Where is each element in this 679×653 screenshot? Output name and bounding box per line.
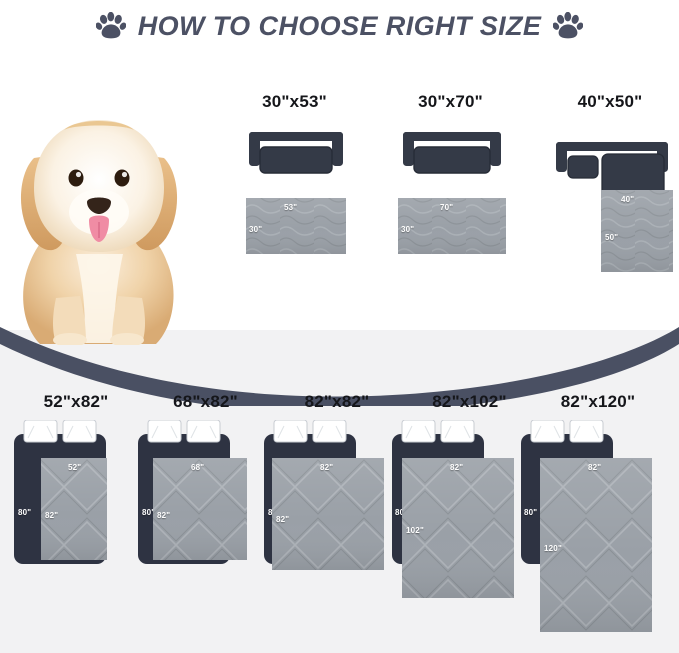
size-card-label: 30"x70" <box>418 92 483 111</box>
pillow <box>186 420 221 443</box>
size-card-label: 82"x82" <box>304 392 370 411</box>
mat-height-dimension: 82" <box>157 511 171 520</box>
bed-height-dimension: 80" <box>524 508 538 517</box>
pillow <box>273 420 308 443</box>
size-card-68x82[interactable]: 68"x82" 60" 80" 68" 82" <box>133 392 278 592</box>
size-card-82x102[interactable]: 82"x102" 60" 80" 82" 102" <box>392 392 547 622</box>
paw-print-icon-left <box>95 11 126 40</box>
sofa-icon <box>249 132 343 174</box>
pillow <box>62 420 97 443</box>
size-card-label: 52"x82" <box>43 392 109 411</box>
mat-height-dimension: 102" <box>406 526 424 535</box>
size-card-label: 82"x120" <box>560 392 636 411</box>
pillow <box>401 420 436 443</box>
sofa-icon <box>556 142 668 197</box>
mat-82x102 <box>402 458 514 598</box>
mat-height-dimension: 120" <box>544 544 562 553</box>
size-card-30x70[interactable]: 30"x70" 70" 30" <box>388 92 513 267</box>
mat-width-dimension: 52" <box>68 463 82 472</box>
mat-width-dimension: 82" <box>320 463 334 472</box>
mat-height-dimension: 50" <box>605 233 619 242</box>
pillow <box>147 420 182 443</box>
mat-width-dimension: 68" <box>191 463 205 472</box>
mat-82x120 <box>540 458 652 632</box>
size-card-40x50[interactable]: 40"x50" 40" 50" <box>545 92 675 277</box>
size-card-label: 68"x82" <box>173 392 238 411</box>
mat-height-dimension: 82" <box>45 511 59 520</box>
mat-width-dimension: 82" <box>450 463 464 472</box>
size-card-label: 30"x53" <box>262 92 327 111</box>
size-card-label: 82"x102" <box>432 392 507 411</box>
size-card-30x53[interactable]: 30"x53" 53" 30" <box>232 92 357 267</box>
mat-width-dimension: 53" <box>284 203 298 212</box>
pillow <box>569 420 604 443</box>
mat-40x50 <box>601 190 673 272</box>
bed-height-dimension: 80" <box>18 508 32 517</box>
bed-height-dimension: 80" <box>142 508 156 517</box>
pillow <box>530 420 565 443</box>
mat-82x82 <box>272 458 384 570</box>
mat-52x82 <box>41 458 107 560</box>
page-title: HOW TO CHOOSE RIGHT SIZE <box>137 10 542 41</box>
mat-height-dimension: 30" <box>249 225 263 234</box>
size-card-82x82[interactable]: 82"x82" 60" 80" 82" 82" <box>262 392 412 602</box>
mat-width-dimension: 82" <box>588 463 602 472</box>
size-card-label: 40"x50" <box>577 92 643 111</box>
pillow <box>440 420 475 443</box>
pillow <box>23 420 58 443</box>
mat-height-dimension: 82" <box>276 515 290 524</box>
paw-print-icon-right <box>552 11 584 40</box>
mat-30x70 <box>398 198 506 254</box>
pillow <box>312 420 347 443</box>
wave-divider <box>0 327 679 406</box>
mat-width-dimension: 70" <box>440 203 454 212</box>
mat-width-dimension: 40" <box>621 195 635 204</box>
size-card-52x82[interactable]: 52"x82" 60" 80" 52" 82" <box>6 392 146 592</box>
mat-68x82 <box>153 458 247 560</box>
bed-height-dimension: 80" <box>395 508 409 517</box>
page-header: HOW TO CHOOSE RIGHT SIZE <box>0 0 679 52</box>
size-card-82x120[interactable]: 82"x120" 60" 80" 82" 120" <box>518 392 678 642</box>
sofa-icon <box>403 132 501 174</box>
mat-height-dimension: 30" <box>401 225 415 234</box>
mat-30x53 <box>246 198 346 254</box>
puppy-photo <box>20 120 178 345</box>
